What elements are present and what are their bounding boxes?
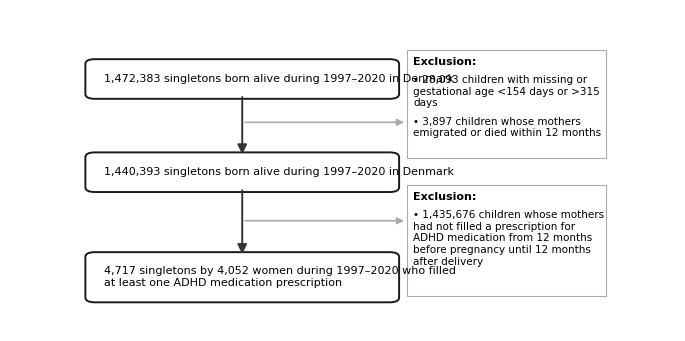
Text: Exclusion:: Exclusion: bbox=[413, 57, 477, 67]
Bar bbox=[407, 186, 606, 296]
Bar bbox=[407, 50, 606, 158]
Text: • 3,897 children whose mothers
emigrated or died within 12 months: • 3,897 children whose mothers emigrated… bbox=[413, 117, 601, 138]
Text: 1,472,383 singletons born alive during 1997–2020 in Denmark: 1,472,383 singletons born alive during 1… bbox=[105, 74, 455, 84]
Text: Exclusion:: Exclusion: bbox=[413, 192, 477, 202]
Text: 4,717 singletons by 4,052 women during 1997–2020 who filled
at least one ADHD me: 4,717 singletons by 4,052 women during 1… bbox=[105, 266, 456, 288]
Text: • 28,093 children with missing or
gestational age <154 days or >315
days: • 28,093 children with missing or gestat… bbox=[413, 75, 600, 108]
Text: • 1,435,676 children whose mothers
had not filled a prescription for
ADHD medica: • 1,435,676 children whose mothers had n… bbox=[413, 210, 604, 267]
FancyBboxPatch shape bbox=[86, 59, 399, 99]
FancyBboxPatch shape bbox=[86, 252, 399, 302]
FancyBboxPatch shape bbox=[86, 152, 399, 192]
Text: 1,440,393 singletons born alive during 1997–2020 in Denmark: 1,440,393 singletons born alive during 1… bbox=[105, 167, 454, 177]
